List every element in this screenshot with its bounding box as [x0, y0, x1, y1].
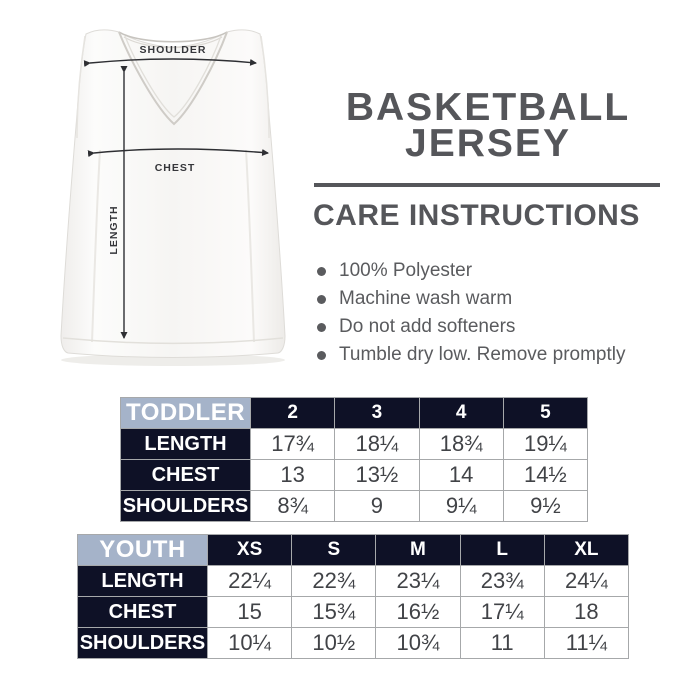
jersey-outline [60, 29, 286, 358]
care-instructions-heading: CARE INSTRUCTIONS [313, 199, 640, 232]
table-title-cell: TODDLER [120, 397, 251, 429]
size-column-header: 2 [249, 397, 336, 429]
jersey-diagram: SHOULDER CHEST LENGTH [60, 29, 286, 366]
size-value-cell: 10½ [291, 627, 377, 659]
size-value-cell: 9½ [502, 490, 589, 522]
left-side-seam [91, 149, 101, 343]
size-value-cell: 11¼ [543, 627, 630, 659]
size-value-cell: 10¼ [206, 627, 293, 659]
toddler-size-table: TODDLER 2 3 4 5 LENGTH 17¾ 18¼ 18¾ 19¼ CHEST 13 13½ 1… [120, 397, 589, 522]
chest-measure-label: CHEST [155, 162, 196, 174]
measurement-row: SHOULDERS 8¾ 9 9¼ 9½ [120, 490, 589, 522]
size-column-header: 4 [418, 397, 504, 429]
size-value-cell: 16½ [375, 596, 461, 628]
hem-seam [62, 337, 284, 344]
size-value-cell: 22¾ [291, 565, 377, 597]
right-side-seam [245, 149, 255, 343]
inner-collar-line [123, 36, 223, 49]
size-column-header: S [291, 534, 377, 566]
jersey-shadow [61, 354, 285, 366]
measure-row-label: SHOULDERS [77, 627, 208, 659]
jersey-photo: SHOULDER CHEST LENGTH [30, 20, 315, 372]
size-value-cell: 14½ [502, 459, 589, 491]
length-measure-label: LENGTH [108, 205, 120, 254]
size-value-cell: 18 [543, 596, 630, 628]
size-value-cell: 11 [459, 627, 545, 659]
care-instructions-list: 100% Polyester Machine wash warm Do not ad… [317, 257, 626, 369]
product-title: BASKETBALL JERSEY [313, 86, 663, 165]
measurement-row: CHEST 15 15¾ 16½ 17¼ 18 [77, 596, 630, 628]
divider-line [314, 183, 660, 187]
left-armhole-seam [76, 35, 86, 139]
size-value-cell: 19¼ [502, 428, 589, 460]
shoulder-measure-label: SHOULDER [140, 44, 207, 56]
size-value-cell: 23¼ [375, 565, 461, 597]
size-value-cell: 24¼ [543, 565, 630, 597]
size-value-cell: 13½ [334, 459, 420, 491]
measurement-row: LENGTH 17¾ 18¼ 18¾ 19¼ [120, 428, 589, 460]
size-value-cell: 13 [249, 459, 336, 491]
size-column-header: 3 [334, 397, 420, 429]
size-header-row: TODDLER 2 3 4 5 [120, 397, 589, 429]
youth-size-table: YOUTH XS S M L XL LENGTH 22¼ 22¾ 23¼ 23¾ 24¼ CHEST 15… [77, 534, 630, 659]
size-value-cell: 15¾ [291, 596, 377, 628]
table-title-cell: YOUTH [77, 534, 208, 566]
size-value-cell: 18¾ [418, 428, 504, 460]
right-armhole-seam [260, 35, 270, 139]
size-value-cell: 9 [334, 490, 420, 522]
size-value-cell: 23¾ [459, 565, 545, 597]
size-column-header: 5 [502, 397, 589, 429]
size-value-cell: 15 [206, 596, 293, 628]
size-value-cell: 22¼ [206, 565, 293, 597]
product-title-line2: JERSEY [405, 122, 571, 165]
size-value-cell: 17¼ [459, 596, 545, 628]
size-value-cell: 10¾ [375, 627, 461, 659]
measure-row-label: SHOULDERS [120, 490, 251, 522]
chest-measure-arrow [87, 148, 269, 158]
size-column-header: XL [543, 534, 630, 566]
size-value-cell: 9¼ [418, 490, 504, 522]
care-item: Machine wash warm [317, 285, 626, 313]
measure-row-label: LENGTH [120, 428, 251, 460]
measure-row-label: CHEST [120, 459, 251, 491]
measure-row-label: CHEST [77, 596, 208, 628]
size-value-cell: 8¾ [249, 490, 336, 522]
back-collar-line [118, 31, 228, 43]
measurement-row: CHEST 13 13½ 14 14½ [120, 459, 589, 491]
care-item: Do not add softeners [317, 313, 626, 341]
measurement-row: SHOULDERS 10¼ 10½ 10¾ 11 11¼ [77, 627, 630, 659]
measurement-row: LENGTH 22¼ 22¾ 23¼ 23¾ 24¼ [77, 565, 630, 597]
size-value-cell: 18¼ [334, 428, 420, 460]
size-header-row: YOUTH XS S M L XL [77, 534, 630, 566]
measure-row-label: LENGTH [77, 565, 208, 597]
care-item: 100% Polyester [317, 257, 626, 285]
size-value-cell: 17¾ [249, 428, 336, 460]
shoulder-measure-arrow [83, 58, 257, 68]
size-column-header: L [459, 534, 545, 566]
product-title-line1: BASKETBALL [345, 86, 631, 129]
size-value-cell: 14 [418, 459, 504, 491]
size-column-header: M [375, 534, 461, 566]
size-column-header: XS [206, 534, 293, 566]
care-item: Tumble dry low. Remove promptly [317, 341, 626, 369]
